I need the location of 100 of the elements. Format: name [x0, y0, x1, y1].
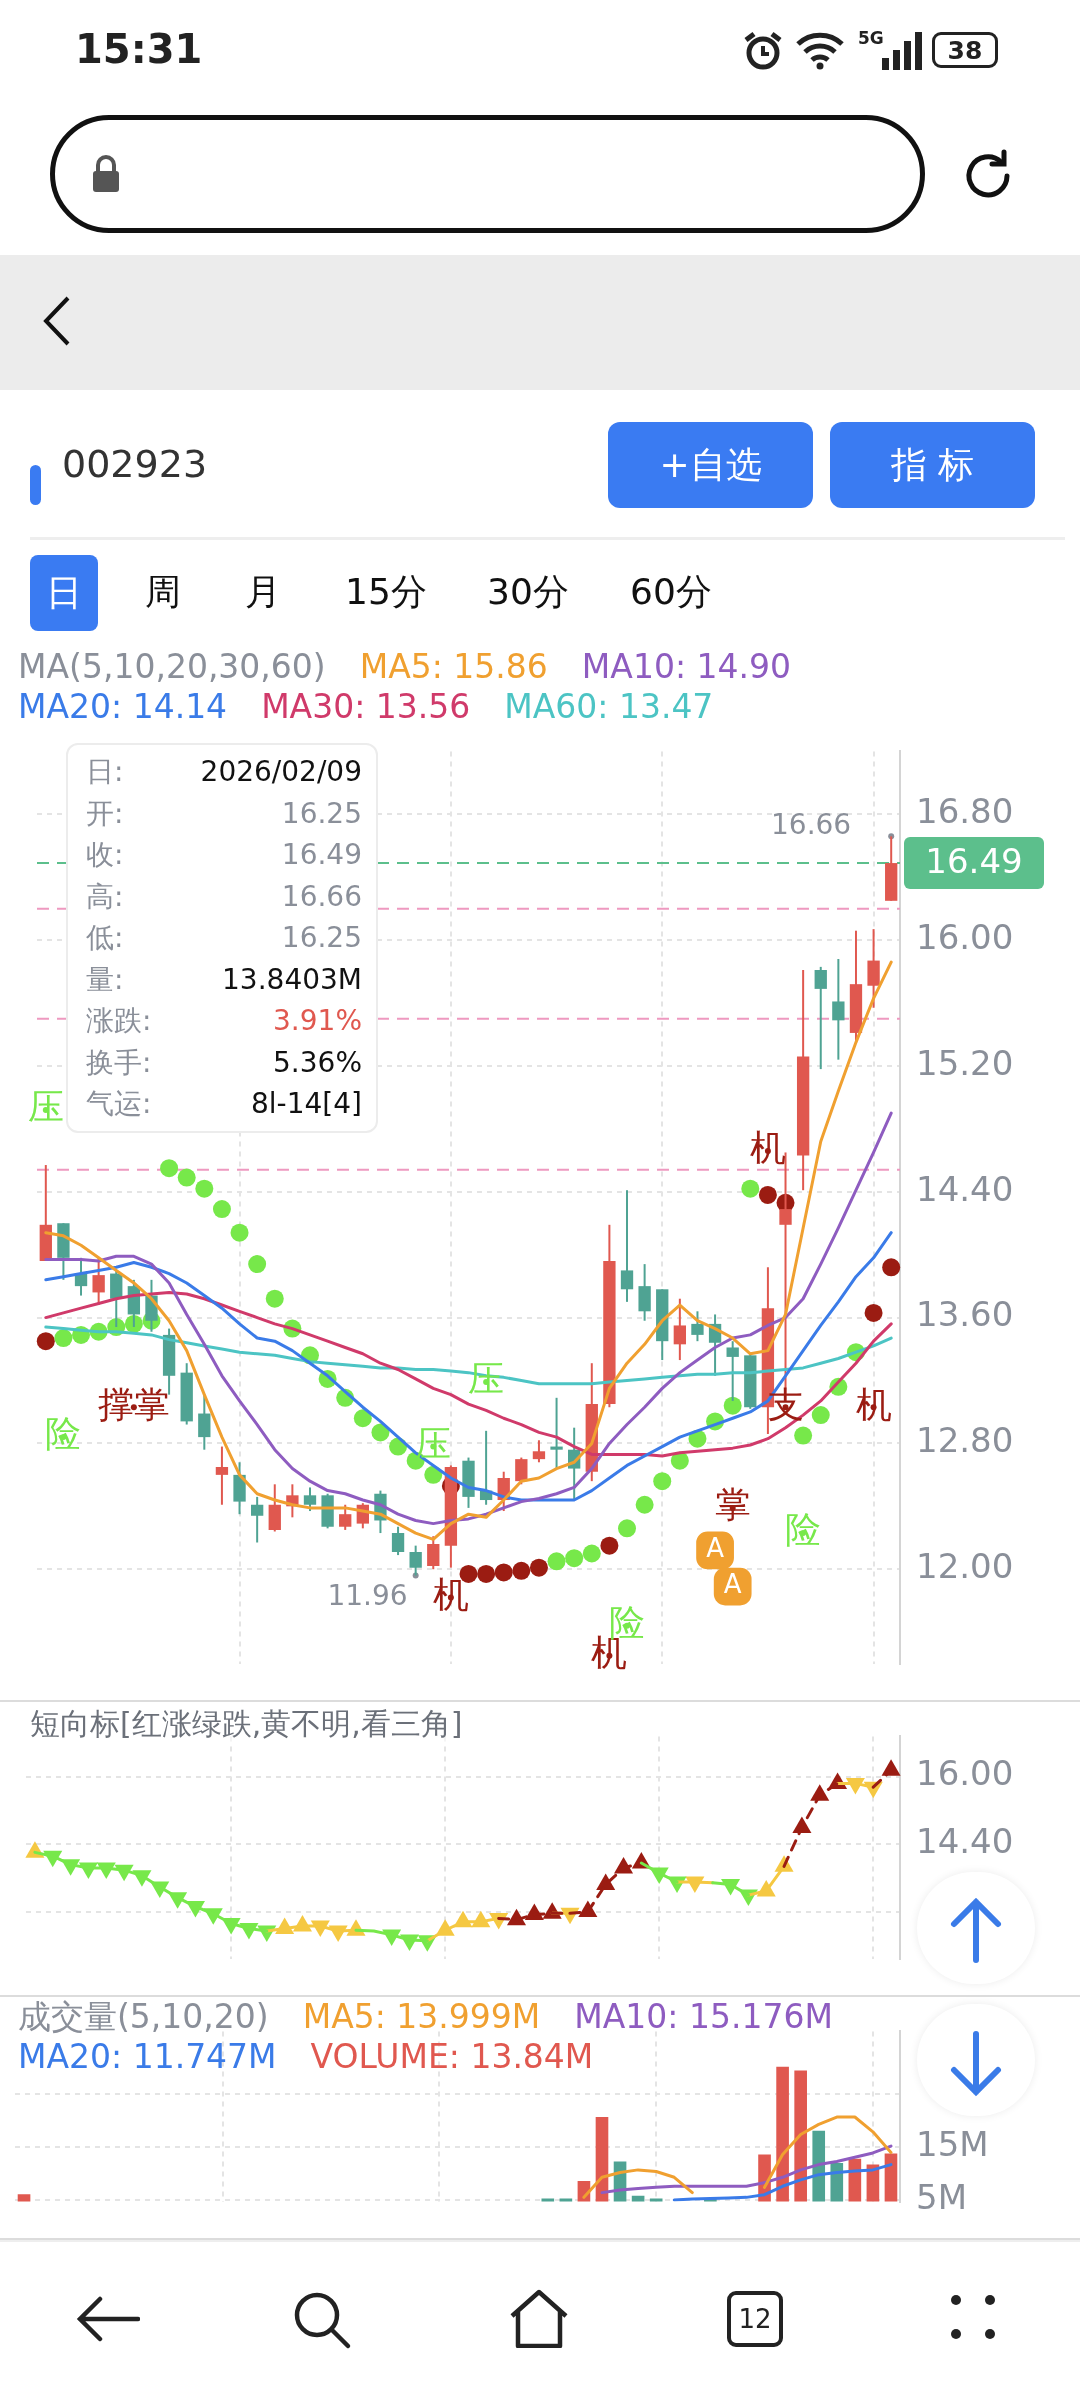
ref-line-label: 16.49 [925, 840, 1023, 881]
point [353, 1409, 372, 1428]
data-label: 撑掌 [97, 1383, 170, 1425]
annotation: 高: [86, 878, 125, 915]
candlestick [339, 1503, 352, 1531]
data-label: 险 [45, 1413, 82, 1455]
annotation: 收: [86, 837, 125, 873]
text: 30分 [487, 570, 569, 614]
point [811, 1406, 830, 1425]
legend-title: MA(5,10,20,30,60) [18, 647, 326, 686]
candlestick [215, 1445, 229, 1506]
annotation: 低: [86, 920, 125, 956]
data-label: 16.66 [771, 807, 852, 841]
data-label: A [723, 1569, 742, 1600]
candlestick [550, 1396, 563, 1470]
text: 指 标 [830, 422, 1035, 508]
candlestick [515, 1456, 528, 1486]
text: MA20: 14.14 [18, 687, 228, 726]
annotation: 8l-14[4] [250, 1086, 362, 1122]
point [160, 1159, 179, 1178]
candlestick [620, 1189, 634, 1303]
y-tick-label: 12.80 [916, 1420, 1014, 1461]
text: +自选 [608, 422, 813, 508]
point [212, 1200, 231, 1219]
point [547, 1552, 566, 1571]
point [582, 1544, 601, 1563]
point [618, 1519, 637, 1538]
y-tick-label: 14.40 [916, 1168, 1014, 1209]
annotation: 13.8403M [221, 961, 362, 998]
data-label: 机 [855, 1383, 892, 1425]
annotation: 开: [86, 795, 125, 832]
annotation: 气运: [86, 1086, 153, 1122]
point [230, 1223, 249, 1242]
data-label: 掌 [714, 1484, 751, 1526]
text: MA10: 14.90 [581, 647, 791, 686]
text: 日 [30, 555, 98, 631]
annotation: 量: [86, 961, 125, 998]
annotation: 2026/02/09 [199, 754, 362, 790]
annotation: 涨跌: [86, 1003, 153, 1039]
candlestick [814, 965, 827, 1071]
candlestick [532, 1439, 546, 1464]
candlestick [726, 1340, 739, 1402]
data-label: 支 [767, 1383, 804, 1425]
candlestick [673, 1297, 687, 1362]
data-label: 压 [415, 1422, 452, 1464]
text: MA10: 15.176M [574, 1997, 833, 2036]
y-tick-label: 15.20 [916, 1042, 1014, 1083]
y-tick-label: 12.00 [916, 1546, 1014, 1587]
text: 60分 [630, 570, 712, 614]
candlestick [391, 1525, 405, 1557]
text: 5G [858, 28, 884, 48]
tabs-icon: 12 [727, 2291, 783, 2347]
text: MA5: 13.999M [302, 1997, 541, 2036]
candlestick [691, 1310, 704, 1343]
y-tick-label: 15M [916, 2123, 989, 2164]
y-tick-label: 16.00 [916, 1753, 1014, 1794]
point [794, 1426, 813, 1445]
data-label: 机 [432, 1573, 469, 1615]
annotation: 5.36% [272, 1044, 362, 1081]
point [741, 1179, 760, 1198]
text: 002923 [62, 442, 208, 486]
candlestick [427, 1535, 440, 1571]
data-label: 压 [27, 1086, 64, 1128]
chart-title: 短向标[红涨绿跌,黄不明,看三角] [30, 1704, 463, 1745]
data-label: 11.96 [327, 1578, 408, 1612]
data-label: A [706, 1533, 725, 1564]
point [635, 1495, 654, 1514]
candlestick [250, 1495, 264, 1544]
point [177, 1168, 196, 1187]
series-label: VOLUME: 13.84M [310, 2037, 594, 2076]
text: 15分 [345, 570, 427, 614]
annotation: 换手: [86, 1044, 153, 1081]
data-label: 机 [749, 1127, 786, 1169]
annotation: 16.25 [280, 920, 362, 956]
text: MA30: 13.56 [261, 687, 471, 726]
text: MA60: 13.47 [504, 687, 714, 726]
point [371, 1423, 390, 1442]
y-tick-label: 16.00 [916, 916, 1014, 957]
text: 月 [245, 570, 281, 614]
y-tick-label: 13.60 [916, 1294, 1014, 1335]
text: 周 [145, 570, 181, 614]
text: MA5: 15.86 [359, 647, 548, 686]
point [565, 1549, 584, 1568]
point [653, 1472, 672, 1491]
annotation: 16.49 [280, 837, 362, 873]
candlestick [303, 1486, 317, 1513]
y-tick-label: 5M [916, 2176, 967, 2217]
legend-title: 成交量(5,10,20) [18, 1997, 269, 2036]
point [265, 1289, 284, 1308]
annotation: 3.91% [272, 1003, 362, 1039]
candlestick [832, 958, 845, 1061]
annotation: 日: [86, 754, 125, 790]
point [195, 1179, 214, 1198]
point [248, 1255, 267, 1274]
y-tick-label: 14.40 [916, 1821, 1014, 1862]
annotation: 16.66 [280, 878, 362, 915]
point [54, 1329, 73, 1348]
text: 15:31 [75, 26, 203, 72]
data-label: 险 [785, 1509, 822, 1551]
y-tick-label: 16.80 [916, 791, 1014, 832]
